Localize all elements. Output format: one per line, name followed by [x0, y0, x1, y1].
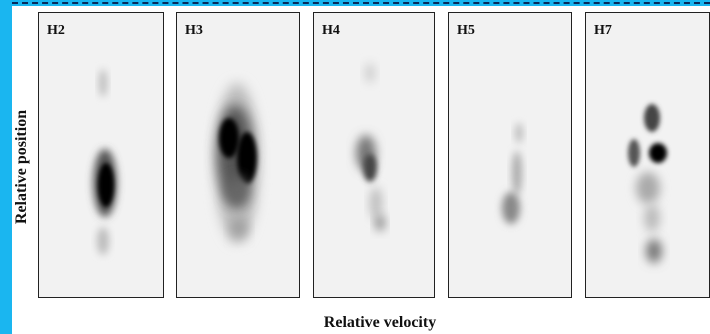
panel-label-h5: H5	[457, 23, 475, 38]
x-axis-label: Relative velocity	[323, 314, 437, 331]
top-dashed-line	[12, 2, 710, 4]
panel-h5: H5	[448, 12, 572, 298]
panel-label-h4: H4	[322, 23, 340, 38]
panel-label-h2: H2	[47, 23, 65, 38]
panel-h7: H7	[585, 12, 710, 298]
spectrum-image-h7	[628, 104, 667, 263]
left-border	[0, 0, 12, 334]
spectrum-image-h4	[356, 63, 385, 231]
panel-h3: H3	[176, 12, 300, 298]
panel-h2: H2	[38, 12, 164, 298]
spectrum-image-h3	[215, 83, 259, 243]
spectrum-image-h2	[93, 69, 117, 255]
panel-label-h7: H7	[594, 23, 612, 38]
spectrum-image-h5	[502, 123, 523, 224]
panel-h4: H4	[313, 12, 435, 298]
panel-label-h3: H3	[185, 23, 203, 38]
y-axis-label: Relative position	[13, 109, 30, 225]
